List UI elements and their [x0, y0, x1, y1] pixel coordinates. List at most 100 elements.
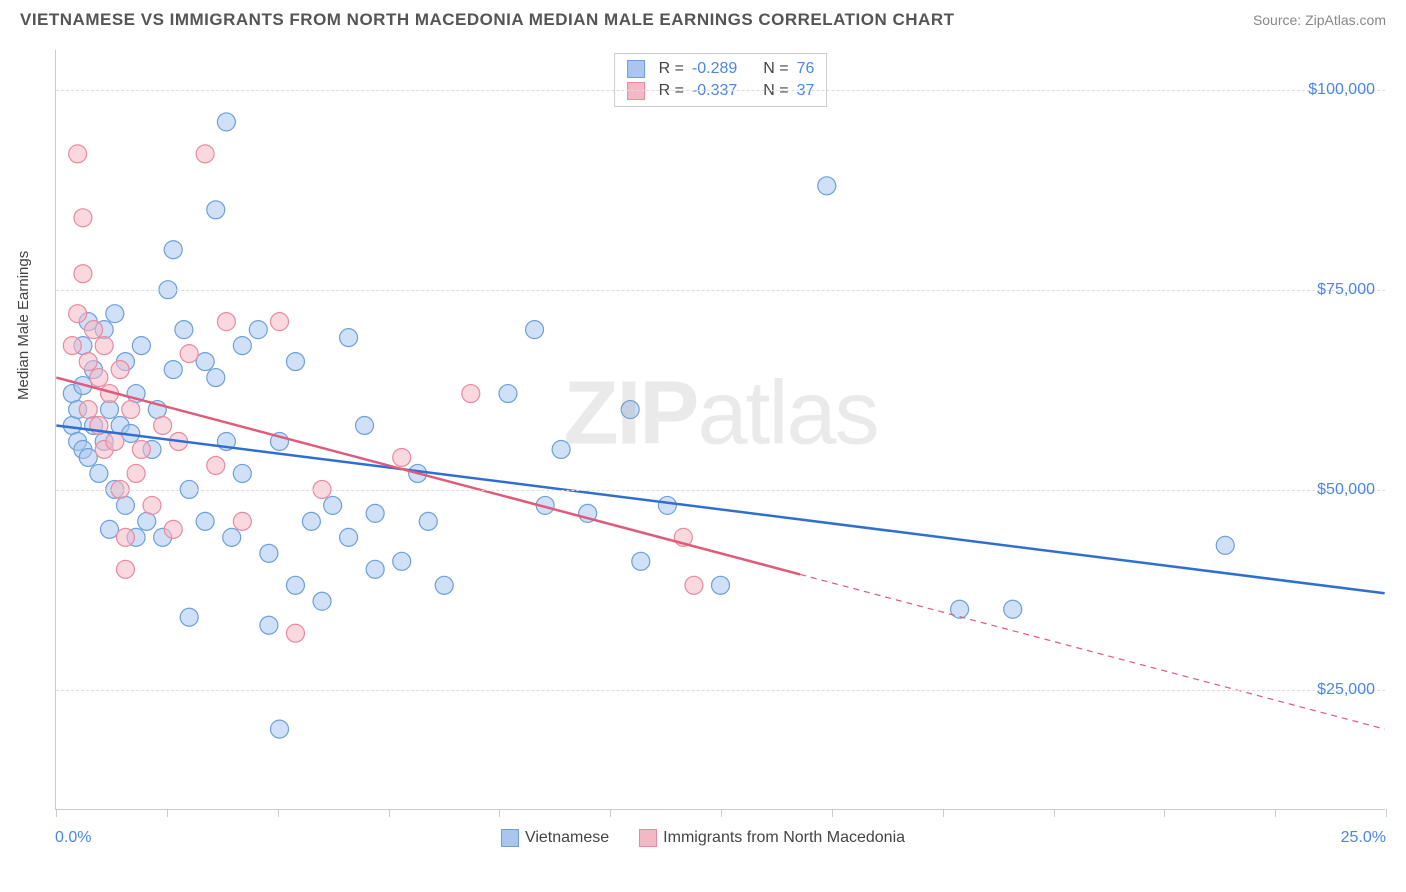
data-point — [95, 337, 113, 355]
data-point — [632, 552, 650, 570]
data-point — [164, 241, 182, 259]
data-point — [90, 464, 108, 482]
legend-stat-row: R =-0.337N =37 — [627, 80, 815, 102]
data-point — [164, 520, 182, 538]
data-point — [818, 177, 836, 195]
data-point — [127, 464, 145, 482]
data-point — [63, 337, 81, 355]
data-point — [366, 504, 384, 522]
data-point — [313, 592, 331, 610]
data-point — [74, 265, 92, 283]
x-tick-mark — [1275, 809, 1276, 817]
trend-line-dashed — [800, 574, 1384, 729]
n-value: 76 — [797, 60, 815, 78]
data-point — [621, 401, 639, 419]
legend-item: Vietnamese — [501, 829, 609, 847]
data-point — [138, 512, 156, 530]
legend-item: Immigrants from North Macedonia — [639, 829, 905, 847]
data-point — [79, 448, 97, 466]
x-tick-mark — [56, 809, 57, 817]
data-point — [207, 456, 225, 474]
data-point — [1216, 536, 1234, 554]
n-label: N = — [763, 60, 788, 78]
x-tick-mark — [1164, 809, 1165, 817]
data-point — [286, 353, 304, 371]
data-point — [196, 512, 214, 530]
x-tick-mark — [499, 809, 500, 817]
scatter-svg — [56, 50, 1385, 809]
data-point — [271, 313, 289, 331]
legend-swatch — [627, 82, 645, 100]
data-point — [116, 528, 134, 546]
data-point — [712, 576, 730, 594]
x-axis-max: 25.0% — [1341, 829, 1386, 847]
data-point — [79, 401, 97, 419]
x-tick-mark — [1386, 809, 1387, 817]
data-point — [101, 401, 119, 419]
data-point — [85, 321, 103, 339]
y-tick-label: $50,000 — [1317, 481, 1375, 499]
data-point — [260, 544, 278, 562]
data-point — [175, 321, 193, 339]
data-point — [132, 440, 150, 458]
data-point — [1004, 600, 1022, 618]
data-point — [233, 464, 251, 482]
data-point — [111, 361, 129, 379]
data-point — [207, 201, 225, 219]
y-tick-label: $25,000 — [1317, 681, 1375, 699]
legend-label: Vietnamese — [525, 829, 609, 846]
r-value: -0.289 — [692, 60, 737, 78]
legend-swatch — [501, 829, 519, 847]
n-value: 37 — [797, 82, 815, 100]
x-tick-mark — [610, 809, 611, 817]
data-point — [154, 417, 172, 435]
data-point — [286, 624, 304, 642]
data-point — [132, 337, 150, 355]
r-label: R = — [659, 82, 684, 100]
x-axis-min: 0.0% — [55, 829, 91, 847]
x-tick-mark — [278, 809, 279, 817]
gridline — [56, 290, 1385, 291]
data-point — [217, 313, 235, 331]
data-point — [122, 401, 140, 419]
data-point — [116, 496, 134, 514]
data-point — [74, 209, 92, 227]
data-point — [435, 576, 453, 594]
data-point — [233, 337, 251, 355]
data-point — [223, 528, 241, 546]
data-point — [499, 385, 517, 403]
data-point — [180, 345, 198, 363]
legend-stat-row: R =-0.289N =76 — [627, 58, 815, 80]
data-point — [260, 616, 278, 634]
chart-source: Source: ZipAtlas.com — [1253, 12, 1386, 28]
data-point — [69, 145, 87, 163]
data-point — [143, 496, 161, 514]
data-point — [106, 432, 124, 450]
data-point — [101, 520, 119, 538]
data-point — [116, 560, 134, 578]
data-point — [324, 496, 342, 514]
legend-stats: R = -0.289 N = 76 R =-0.337N =37 — [614, 53, 828, 107]
plot-area: ZIPatlas R =-0.289N =76R =-0.337N =37 $2… — [55, 50, 1385, 810]
data-point — [393, 552, 411, 570]
data-point — [90, 369, 108, 387]
data-point — [271, 720, 289, 738]
legend-label: Immigrants from North Macedonia — [663, 829, 905, 846]
data-point — [286, 576, 304, 594]
data-point — [685, 576, 703, 594]
data-point — [356, 417, 374, 435]
data-point — [196, 353, 214, 371]
data-point — [526, 321, 544, 339]
data-point — [340, 329, 358, 347]
data-point — [658, 496, 676, 514]
y-tick-label: $100,000 — [1308, 81, 1375, 99]
data-point — [552, 440, 570, 458]
gridline — [56, 90, 1385, 91]
legend-series: Vietnamese Immigrants from North Macedoni… — [501, 829, 905, 847]
y-tick-label: $75,000 — [1317, 281, 1375, 299]
data-point — [207, 369, 225, 387]
chart-header: VIETNAMESE VS IMMIGRANTS FROM NORTH MACE… — [0, 0, 1406, 35]
data-point — [419, 512, 437, 530]
data-point — [79, 353, 97, 371]
legend-swatch — [627, 60, 645, 78]
